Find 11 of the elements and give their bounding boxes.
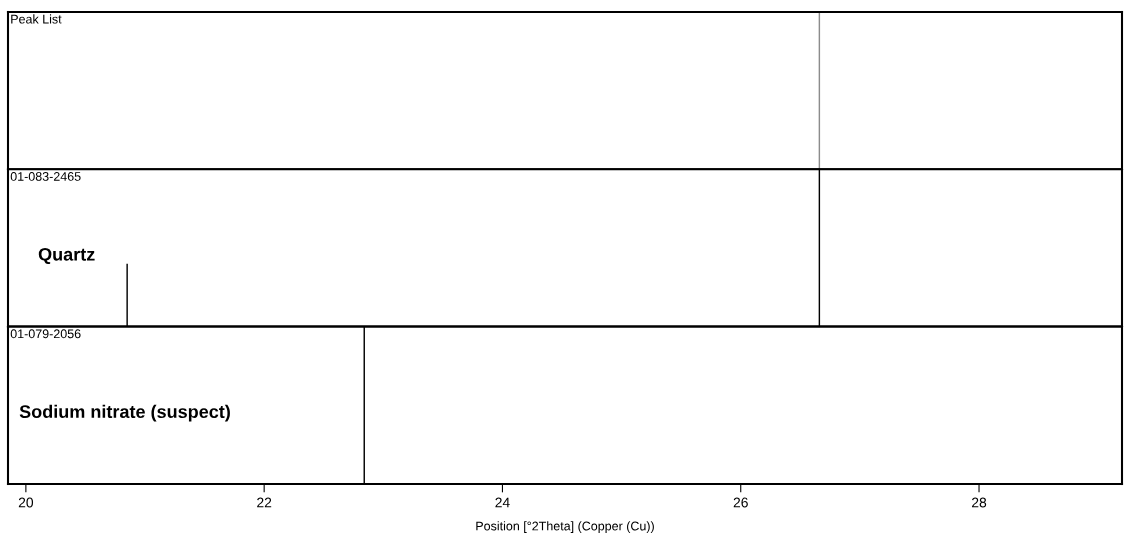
x-tick-label: 20 <box>18 497 34 508</box>
x-tick-label: 24 <box>495 497 510 508</box>
x-tick-label: 28 <box>972 497 987 508</box>
chart-title: 01-083-2465 <box>10 172 81 181</box>
x-axis-title: Position [°2Theta] (Copper (Cu)) <box>476 521 654 533</box>
chart-title: Peak List <box>11 14 62 24</box>
x-tick-label: 22 <box>257 497 272 508</box>
text: Sodium nitrate (suspect) <box>19 404 230 422</box>
text: Quartz <box>38 247 95 265</box>
x-tick-label: 26 <box>733 497 748 508</box>
chart-title: 01-079-2056 <box>10 329 81 339</box>
